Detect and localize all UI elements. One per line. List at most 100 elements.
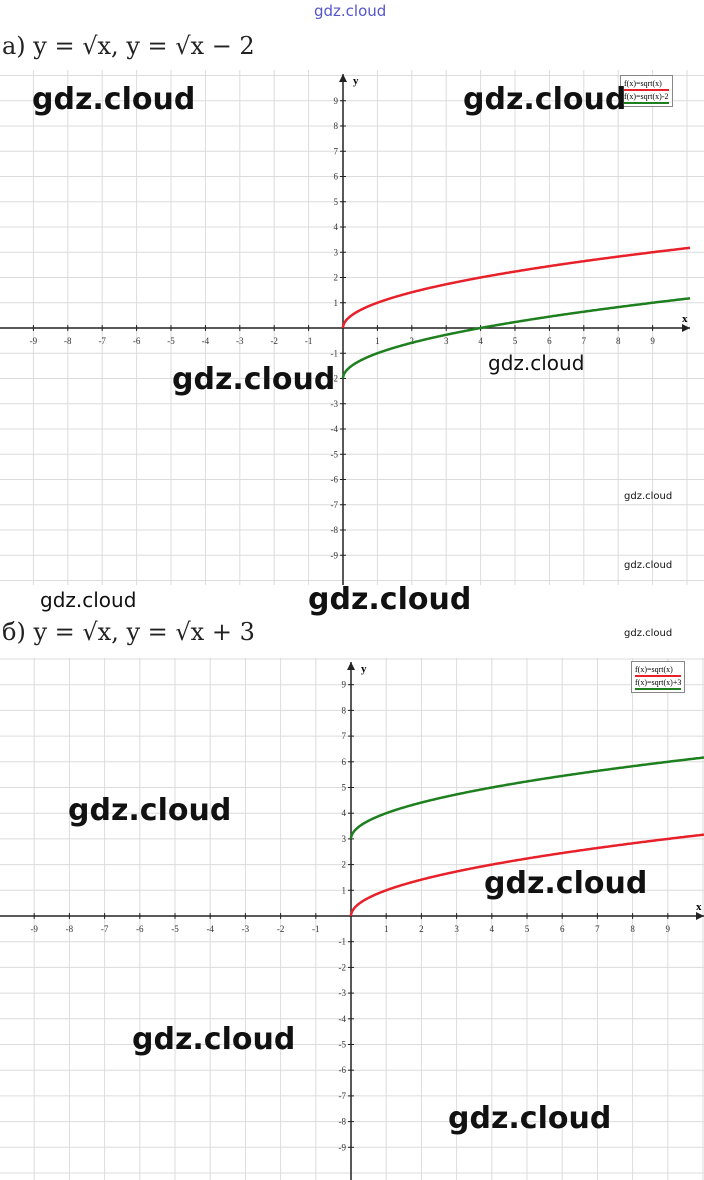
series-line-2 [349, 756, 704, 839]
x-tick-label: 3 [444, 336, 449, 346]
x-tick-label: 7 [582, 336, 587, 346]
watermark: gdz.cloud [308, 582, 472, 617]
x-tick-label: -1 [305, 336, 313, 346]
y-tick-label: -1 [331, 348, 339, 358]
y-tick-label: 6 [342, 757, 347, 767]
y-tick-label: -6 [331, 475, 339, 485]
x-tick-label: 6 [547, 336, 552, 346]
legend-a: f(x)=sqrt(x) f(x)=sqrt(x)-2 [620, 75, 673, 107]
y-tick-label: -2 [331, 374, 339, 384]
x-tick-label: -9 [30, 924, 38, 934]
series-line-2 [341, 297, 691, 379]
x-tick-label: -5 [167, 336, 175, 346]
watermark: gdz.cloud [40, 588, 137, 612]
y-tick-label: -8 [331, 525, 339, 535]
x-tick-label: -3 [236, 336, 244, 346]
watermark: gdz.cloud [32, 82, 196, 117]
y-tick-label: -9 [331, 550, 339, 560]
watermark: gdz.cloud [624, 628, 673, 639]
x-tick-label: 8 [616, 336, 621, 346]
x-axis-arrow-icon [696, 912, 704, 920]
y-tick-label: 2 [334, 273, 339, 283]
y-tick-label: -1 [339, 937, 347, 947]
y-axis-label: y [353, 75, 359, 87]
x-tick-label: 2 [410, 336, 415, 346]
y-axis-arrow-icon [339, 74, 347, 82]
x-tick-label: -2 [270, 336, 278, 346]
x-tick-label: 3 [454, 924, 459, 934]
y-tick-label: 9 [334, 96, 339, 106]
y-tick-label: -5 [339, 1040, 347, 1050]
y-tick-label: -7 [331, 500, 339, 510]
legend-item: f(x)=sqrt(x) [624, 78, 669, 91]
watermark: gdz.cloud [484, 866, 648, 901]
legend-item: f(x)=sqrt(x) [635, 664, 682, 677]
y-tick-label: 5 [334, 197, 339, 207]
x-tick-label: -7 [101, 924, 109, 934]
legend-item: f(x)=sqrt(x)-2 [624, 91, 669, 104]
x-tick-label: 8 [630, 924, 635, 934]
y-tick-label: 7 [342, 731, 347, 741]
x-tick-label: 5 [525, 924, 530, 934]
y-axis-arrow-icon [347, 662, 355, 670]
chart-b: x y -9 -8 -7 -6 -5 -4 -3 -2 -1 1 2 3 4 5 6 7 8 9 -9 -8 -7 -6 -5 -… [0, 658, 704, 1180]
y-tick-label: 1 [342, 885, 347, 895]
x-tick-label: 5 [513, 336, 518, 346]
watermark: gdz.cloud [172, 362, 336, 397]
y-tick-label: -4 [331, 424, 339, 434]
x-tick-label: -7 [98, 336, 106, 346]
y-tick-label: -7 [339, 1091, 347, 1101]
watermark: gdz.cloud [448, 1101, 612, 1136]
x-axis-label: x [696, 901, 702, 913]
watermark: gdz.cloud [463, 82, 627, 117]
x-tick-label: -5 [171, 924, 179, 934]
x-tick-label: 4 [478, 336, 483, 346]
watermark: gdz.cloud [624, 560, 673, 571]
watermark: gdz.cloud [314, 2, 387, 20]
y-tick-label: 3 [342, 834, 347, 844]
watermark: gdz.cloud [132, 1022, 296, 1057]
x-tick-label: 9 [650, 336, 655, 346]
x-axis-label: x [682, 313, 688, 325]
y-tick-label: 4 [334, 222, 339, 232]
x-tick-label: 1 [384, 924, 389, 934]
y-tick-label: -6 [339, 1065, 347, 1075]
x-tick-label: 1 [375, 336, 380, 346]
y-tick-label: 5 [342, 783, 347, 793]
watermark: gdz.cloud [68, 793, 232, 828]
watermark: gdz.cloud [624, 491, 673, 502]
y-tick-label: -3 [339, 988, 347, 998]
chart-b-title: б) y = √x, y = √x + 3 [2, 618, 255, 646]
series-line-1 [349, 833, 704, 916]
x-tick-label: -1 [312, 924, 320, 934]
y-axis-label: y [361, 663, 367, 675]
legend-b: f(x)=sqrt(x) f(x)=sqrt(x)+3 [631, 661, 686, 693]
x-tick-label: -6 [136, 924, 144, 934]
x-axis-arrow-icon [682, 324, 690, 332]
y-tick-label: -5 [331, 449, 339, 459]
y-tick-label: 7 [334, 146, 339, 156]
x-tick-label: -9 [30, 336, 38, 346]
chart-a-title: а) y = √x, y = √x − 2 [2, 32, 255, 60]
x-tick-label: -8 [64, 336, 72, 346]
x-tick-label: 7 [595, 924, 600, 934]
x-tick-label: -3 [242, 924, 250, 934]
x-tick-label: 9 [666, 924, 671, 934]
y-tick-label: 8 [334, 121, 339, 131]
y-tick-label: 2 [342, 860, 347, 870]
x-tick-label: 4 [490, 924, 495, 934]
y-tick-label: 9 [342, 680, 347, 690]
legend-item: f(x)=sqrt(x)+3 [635, 677, 682, 690]
y-tick-label: 8 [342, 705, 347, 715]
series-line-1 [341, 246, 691, 328]
x-tick-label: 6 [560, 924, 565, 934]
y-tick-label: -2 [339, 962, 347, 972]
x-tick-label: -4 [202, 336, 210, 346]
y-tick-label: -9 [339, 1142, 347, 1152]
y-tick-label: 6 [334, 172, 339, 182]
x-tick-label: 2 [419, 924, 424, 934]
y-tick-label: 1 [334, 298, 339, 308]
y-tick-label: 4 [342, 808, 347, 818]
y-tick-label: -8 [339, 1117, 347, 1127]
